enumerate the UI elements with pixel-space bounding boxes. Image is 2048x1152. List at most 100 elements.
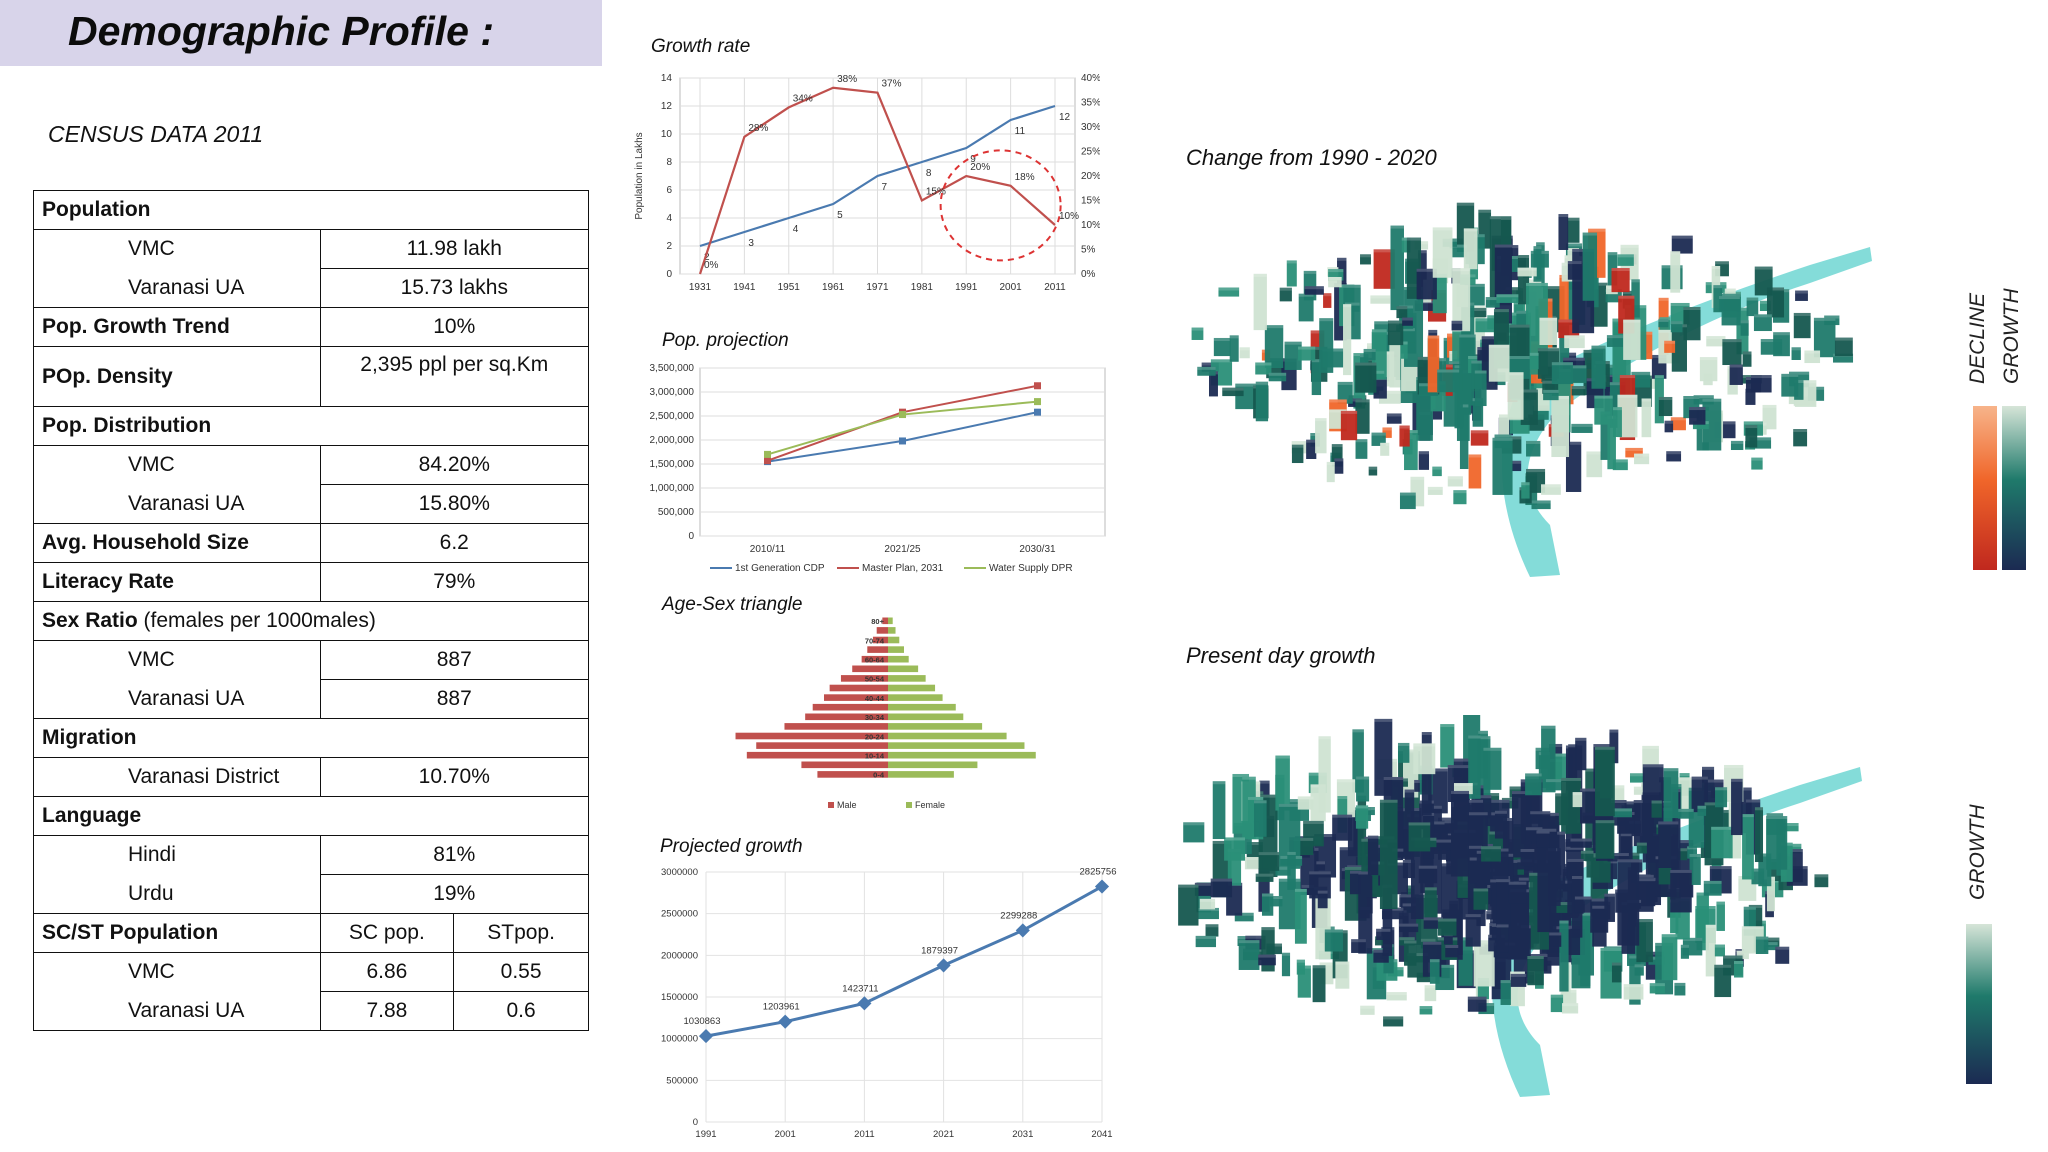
- map-block-top: [1724, 764, 1744, 768]
- map-block-top: [1261, 893, 1274, 897]
- map-block-top: [1195, 935, 1217, 939]
- male-bar: [876, 627, 888, 634]
- map-block-top: [1463, 228, 1478, 232]
- map-block: [1670, 321, 1683, 333]
- map-block-top: [1337, 257, 1347, 261]
- map-block-top: [1316, 861, 1326, 865]
- map-block: [1634, 453, 1650, 465]
- y-tick-label: 3,500,000: [650, 363, 695, 374]
- map-block: [1416, 268, 1437, 300]
- map-block: [1683, 306, 1701, 341]
- map-block: [1355, 399, 1370, 434]
- map-block-top: [1529, 352, 1539, 356]
- map-block: [1382, 884, 1393, 956]
- map-block-top: [1716, 901, 1725, 905]
- map-block-top: [1422, 941, 1442, 945]
- map-block-top: [1314, 834, 1337, 838]
- map-block: [1755, 936, 1769, 954]
- map-block: [1255, 381, 1269, 422]
- map-block-top: [1773, 332, 1790, 336]
- map-block: [1742, 351, 1752, 367]
- map-block: [1332, 814, 1353, 841]
- map-block: [1606, 335, 1623, 347]
- map-block-top: [1363, 348, 1376, 352]
- map-block: [1731, 778, 1743, 836]
- map-block-top: [1378, 390, 1401, 394]
- map-block: [1337, 381, 1353, 404]
- map-block-top: [1714, 964, 1732, 968]
- map-block-top: [1374, 370, 1385, 374]
- map-block: [1718, 296, 1740, 312]
- map-block: [1561, 777, 1582, 834]
- map-block-top: [1702, 398, 1722, 402]
- map-block-top: [1649, 983, 1665, 987]
- growth-rate-chart: 0 2 4 6 8 10 12 14 1931 1941 1951 1961 1971 1981 1991 2…: [634, 73, 1100, 293]
- map-block-top: [1286, 260, 1297, 264]
- decline-label: DECLINE: [1966, 292, 1989, 384]
- map-block: [1195, 935, 1217, 948]
- map-block-top: [1526, 440, 1541, 444]
- x-tick-label: 2011: [854, 1129, 874, 1140]
- map-block: [1275, 866, 1291, 876]
- map-block: [1724, 288, 1736, 298]
- map-block: [1261, 893, 1274, 916]
- map-block: [1183, 822, 1205, 843]
- table-row: Varanasi UA 15.73 lakhs: [33, 268, 590, 308]
- map-block-top: [1380, 442, 1390, 446]
- map-block: [1376, 928, 1391, 940]
- map-block-top: [1468, 307, 1487, 311]
- map-block: [1751, 375, 1772, 393]
- map-block: [1402, 317, 1413, 326]
- map-block-top: [1336, 779, 1356, 783]
- series-line: [767, 411, 1038, 463]
- data-label: 38%: [837, 74, 857, 85]
- male-bar: [861, 655, 888, 663]
- map-block-top: [1218, 287, 1240, 291]
- map-block-top: [1427, 335, 1440, 339]
- map-block-top: [1371, 432, 1386, 436]
- male-bar: [867, 646, 888, 653]
- map-block-top: [1511, 791, 1532, 795]
- map-block-top: [1633, 786, 1643, 790]
- map-block: [1564, 335, 1585, 349]
- map-block-top: [1210, 878, 1233, 882]
- female-bar: [888, 646, 904, 653]
- map-block: [1500, 980, 1511, 1005]
- map-block: [1337, 796, 1348, 833]
- map-block: [1334, 458, 1344, 474]
- map-block: [1399, 425, 1410, 447]
- map-block: [1445, 944, 1459, 958]
- x-tick-label: 2010/11: [750, 544, 786, 555]
- map-block-top: [1607, 252, 1618, 256]
- map-block: [1178, 884, 1199, 926]
- map-block-top: [1693, 395, 1714, 399]
- map-block: [1375, 936, 1384, 946]
- map-block: [1255, 873, 1274, 882]
- map-block-top: [1470, 430, 1489, 434]
- map-block: [1392, 848, 1404, 858]
- map-block-top: [1310, 330, 1325, 334]
- map-block: [1431, 839, 1452, 851]
- map-block: [1487, 315, 1499, 330]
- map-block-top: [1629, 955, 1641, 959]
- map-block-top: [1332, 814, 1353, 818]
- map-block: [1517, 267, 1537, 277]
- table-row: Varanasi UA 887: [33, 679, 590, 719]
- map-block-top: [1557, 831, 1566, 835]
- map-block-top: [1242, 776, 1256, 780]
- map-block-top: [1419, 1006, 1433, 1010]
- map-block-top: [1310, 346, 1328, 350]
- row-label: Language: [33, 796, 589, 836]
- map-block: [1636, 919, 1653, 963]
- map-block: [1517, 255, 1530, 305]
- map-block-top: [1379, 799, 1398, 803]
- map-block-top: [1711, 265, 1721, 269]
- data-label: 12: [1059, 112, 1071, 123]
- row-value: 887: [319, 640, 590, 680]
- map-block: [1199, 898, 1216, 910]
- map-block-top: [1212, 840, 1232, 844]
- map-block: [1281, 952, 1291, 977]
- map-block: [1510, 973, 1527, 987]
- projected-growth-title: Projected growth: [660, 836, 803, 857]
- map-block-top: [1303, 820, 1324, 824]
